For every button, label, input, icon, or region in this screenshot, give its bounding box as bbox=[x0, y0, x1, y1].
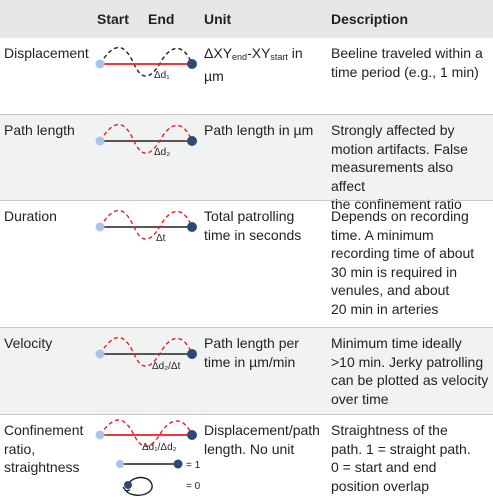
unit-text: ΔXYend-XYstart in µm bbox=[204, 44, 322, 85]
end-dot bbox=[187, 222, 197, 232]
row-divider bbox=[0, 200, 493, 201]
red-dashed-path bbox=[99, 209, 193, 240]
unit-line: ΔXYend-XYstart in µm bbox=[204, 45, 303, 84]
end-dot bbox=[173, 459, 183, 469]
displacement-diagram: Δd₁ bbox=[92, 40, 206, 80]
start-dot bbox=[95, 59, 105, 69]
end-dot bbox=[187, 430, 197, 440]
red-dashed-path bbox=[99, 419, 193, 447]
row-divider bbox=[0, 414, 493, 415]
diagram-label: Δd₁/Δd₂ bbox=[142, 442, 177, 453]
header-start: Start bbox=[97, 11, 129, 27]
end-dot bbox=[187, 59, 197, 69]
diagram-label: Δd₂ bbox=[154, 147, 170, 157]
dashed-path bbox=[99, 46, 193, 77]
unit-text: Path length in µm bbox=[204, 122, 314, 138]
description-text: Straightness of the path. 1 = straight p… bbox=[331, 422, 471, 494]
value-zero-label: = 0 bbox=[186, 481, 201, 492]
unit-text: Displacement/path length. No unit bbox=[204, 422, 320, 457]
start-dot bbox=[116, 460, 124, 468]
end-dot bbox=[187, 349, 197, 359]
diagram-label: Δt bbox=[156, 233, 166, 243]
duration-diagram: Δt bbox=[92, 203, 206, 243]
description-text: Beeline traveled within a time period (e… bbox=[331, 45, 483, 80]
start-dot bbox=[95, 136, 105, 146]
diagram-label: Δd₂/Δt bbox=[152, 361, 181, 372]
velocity-diagram: Δd₂/Δt bbox=[92, 330, 206, 372]
end-dot bbox=[124, 481, 132, 489]
table-row-velocity: Velocity Δd₂/Δt Path length per time in … bbox=[0, 328, 493, 414]
path-length-diagram: Δd₂ bbox=[92, 117, 206, 157]
header-end: End bbox=[148, 11, 175, 27]
description-text: Depends on recording time. A minimum rec… bbox=[331, 208, 475, 317]
diagram-label: Δd₁ bbox=[154, 70, 170, 80]
metric-name: Displacement bbox=[4, 45, 89, 61]
red-dashed-path bbox=[99, 123, 193, 154]
end-dot bbox=[187, 136, 197, 146]
metric-name: Confinement ratio, straightness bbox=[4, 422, 84, 476]
description-text: Minimum time ideally >10 min. Jerky patr… bbox=[331, 335, 489, 407]
table-row-duration: Duration Δt Total patrolling time in sec… bbox=[0, 201, 493, 327]
unit-text: Total patrolling time in seconds bbox=[204, 208, 302, 243]
arrow-icon bbox=[122, 486, 131, 492]
start-dot bbox=[95, 430, 105, 440]
value-one-label: = 1 bbox=[186, 460, 201, 471]
red-dashed-path bbox=[99, 336, 193, 367]
header-description: Description bbox=[331, 11, 409, 27]
table-row-displacement: Displacement Δd₁ ΔXYend-XYstart in µm Be… bbox=[0, 38, 493, 114]
table-row-confinement-ratio: Confinement ratio, straightness Δd₁/Δd₂ … bbox=[0, 415, 493, 501]
row-divider bbox=[0, 327, 493, 328]
metric-name: Duration bbox=[4, 208, 57, 224]
header-unit: Unit bbox=[204, 11, 232, 27]
row-divider bbox=[0, 114, 493, 115]
table-header: Start End Unit Description bbox=[0, 0, 493, 38]
metric-name: Velocity bbox=[4, 335, 53, 351]
metric-name: Path length bbox=[4, 122, 75, 138]
confinement-diagram: Δd₁/Δd₂ = 1 = 0 bbox=[92, 415, 206, 501]
unit-text: Path length per time in µm/min bbox=[204, 335, 299, 370]
start-dot bbox=[95, 222, 105, 232]
table-row-path-length: Path length Δd₂ Path length in µm Strong… bbox=[0, 115, 493, 212]
start-dot bbox=[95, 349, 105, 359]
loop-path bbox=[125, 476, 153, 496]
